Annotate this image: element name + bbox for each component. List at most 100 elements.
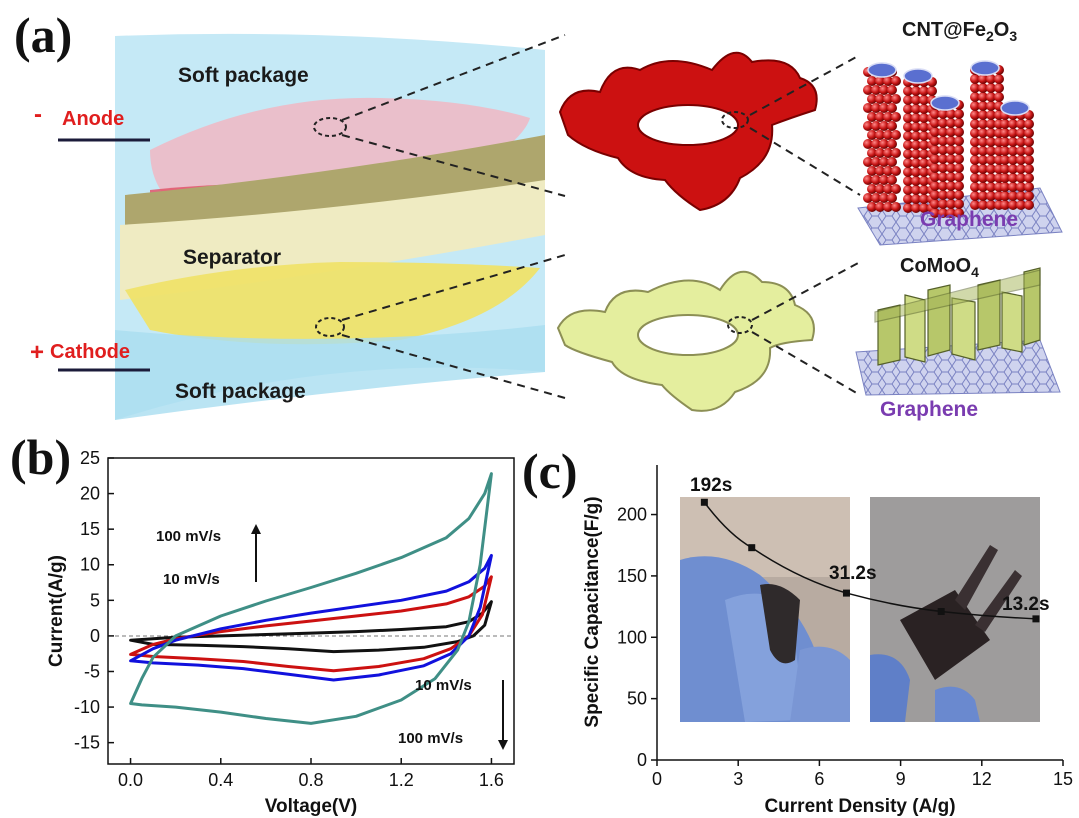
- fe2o3-nanoparticle: [946, 199, 956, 209]
- fe2o3-nanoparticle: [986, 182, 996, 192]
- cnt-top-icon: [1000, 100, 1030, 116]
- fe2o3-nanoparticle: [867, 76, 877, 86]
- y-tick-label: 150: [617, 566, 647, 586]
- fe2o3-nanoparticle: [1016, 137, 1026, 147]
- fe2o3-nanoparticle: [883, 112, 893, 122]
- fe2o3-nanoparticle: [1016, 173, 1026, 183]
- fe2o3-nanoparticle: [863, 103, 873, 113]
- cathode-sign: +: [30, 339, 44, 366]
- panel-label-b: (b): [10, 429, 72, 485]
- fe2o3-nanoparticle: [954, 199, 964, 209]
- fe2o3-nanoparticle: [978, 110, 988, 120]
- x-tick-label: 0.8: [298, 770, 323, 790]
- fe2o3-nanoparticle: [1008, 146, 1018, 156]
- fe2o3-nanoparticle: [903, 86, 913, 96]
- fe2o3-nanoparticle: [946, 172, 956, 182]
- fe2o3-nanoparticle: [946, 145, 956, 155]
- x-tick-label: 1.2: [389, 770, 414, 790]
- fe2o3-nanoparticle: [946, 136, 956, 146]
- x-tick-label: 0.4: [208, 770, 233, 790]
- fe2o3-nanoparticle: [875, 94, 885, 104]
- fe2o3-nanoparticle: [919, 122, 929, 132]
- plot-frame: [107, 457, 515, 765]
- fe2o3-nanoparticle: [978, 74, 988, 84]
- fe2o3-nanoparticle: [875, 112, 885, 122]
- fe2o3-nanoparticle: [1008, 164, 1018, 174]
- anode-ring-model: [558, 51, 818, 212]
- zoom-line: [749, 54, 861, 116]
- fe2o3-nanoparticle: [1024, 155, 1034, 165]
- zoom-line: [749, 127, 861, 196]
- fe2o3-nanoparticle: [871, 103, 881, 113]
- x-tick-label: 0.0: [118, 770, 143, 790]
- fe2o3-nanoparticle: [867, 184, 877, 194]
- fe2o3-nanoparticle: [911, 131, 921, 141]
- fe2o3-nanoparticle: [927, 86, 937, 96]
- annotation-31-2s: 31.2s: [829, 563, 877, 584]
- fe2o3-nanoparticle: [887, 193, 897, 203]
- fe2o3-nanoparticle: [970, 74, 980, 84]
- capacitance-series: [700, 498, 1040, 623]
- fe2o3-nanoparticle: [970, 200, 980, 210]
- fe2o3-nanoparticle: [879, 121, 889, 131]
- fe2o3-nanoparticle: [938, 145, 948, 155]
- fe2o3-nanoparticle: [954, 208, 964, 218]
- fe2o3-nanoparticle: [1008, 200, 1018, 210]
- data-point: [937, 608, 945, 615]
- fe2o3-nanoparticle: [919, 104, 929, 114]
- cnt-top-icon: [903, 68, 933, 84]
- fe2o3-nanoparticle: [986, 137, 996, 147]
- fe2o3-nanoparticle: [1008, 155, 1018, 165]
- y-tick-label: 25: [80, 448, 100, 468]
- y-tick-label: 0: [637, 750, 647, 770]
- fe2o3-nanoparticle: [863, 121, 873, 131]
- zoom-line: [751, 331, 861, 396]
- fe2o3-nanoparticle: [930, 208, 940, 218]
- y-axis-ticks: -15 -10 -5 0 5 10 15 20 25 0.0 0.4 0.8 1.2 1.6: [74, 448, 504, 790]
- fe2o3-nanoparticle: [946, 154, 956, 164]
- fe2o3-nanoparticle: [1016, 191, 1026, 201]
- fe2o3-nanoparticle: [879, 85, 889, 95]
- fe2o3-nanoparticle: [986, 119, 996, 129]
- fe2o3-nanoparticle: [1008, 137, 1018, 147]
- fe2o3-nanoparticle: [1000, 119, 1010, 129]
- fe2o3-nanoparticle: [978, 164, 988, 174]
- fe2o3-nanoparticle: [970, 137, 980, 147]
- fe2o3-nanoparticle: [970, 101, 980, 111]
- fe2o3-nanoparticle: [903, 95, 913, 105]
- fe2o3-nanoparticle: [954, 145, 964, 155]
- fe2o3-nanoparticle: [986, 191, 996, 201]
- fe2o3-nanoparticle: [986, 173, 996, 183]
- fe2o3-nanoparticle: [1024, 173, 1034, 183]
- fe2o3-nanoparticle: [903, 131, 913, 141]
- fe2o3-nanoparticle: [938, 208, 948, 218]
- fe2o3-nanoparticle: [930, 127, 940, 137]
- y-tick-label: 50: [627, 689, 647, 709]
- fe2o3-nanoparticle: [986, 128, 996, 138]
- fe2o3-nanoparticle: [978, 146, 988, 156]
- fe2o3-nanoparticle: [938, 190, 948, 200]
- fe2o3-nanoparticle: [954, 163, 964, 173]
- fe2o3-nanoparticle: [891, 202, 901, 212]
- fe2o3-nanoparticle: [954, 154, 964, 164]
- cv-loop: [129, 554, 493, 682]
- x-axis-label: Current Density (A/g): [764, 796, 955, 817]
- fe2o3-nanoparticle: [887, 175, 897, 185]
- fe2o3-nanoparticle: [946, 109, 956, 119]
- fe2o3-nanoparticle: [978, 155, 988, 165]
- fe2o3-nanoparticle: [970, 155, 980, 165]
- fe2o3-nanoparticle: [986, 74, 996, 84]
- fe2o3-nanoparticle: [911, 194, 921, 204]
- photo-right: [870, 497, 1040, 722]
- fe2o3-nanoparticle: [887, 85, 897, 95]
- fe2o3-nanoparticle: [911, 86, 921, 96]
- annotation-lower-high: 100 mV/s: [398, 730, 463, 747]
- fe2o3-nanoparticle: [930, 109, 940, 119]
- fe2o3-nanoparticle: [919, 86, 929, 96]
- fe2o3-nanoparticle: [954, 181, 964, 191]
- fe2o3-nanoparticle: [891, 130, 901, 140]
- x-tick-label: 3: [733, 769, 743, 789]
- x-tick-label: 12: [972, 769, 992, 789]
- fe2o3-nanoparticle: [903, 176, 913, 186]
- fe2o3-nanoparticle: [871, 85, 881, 95]
